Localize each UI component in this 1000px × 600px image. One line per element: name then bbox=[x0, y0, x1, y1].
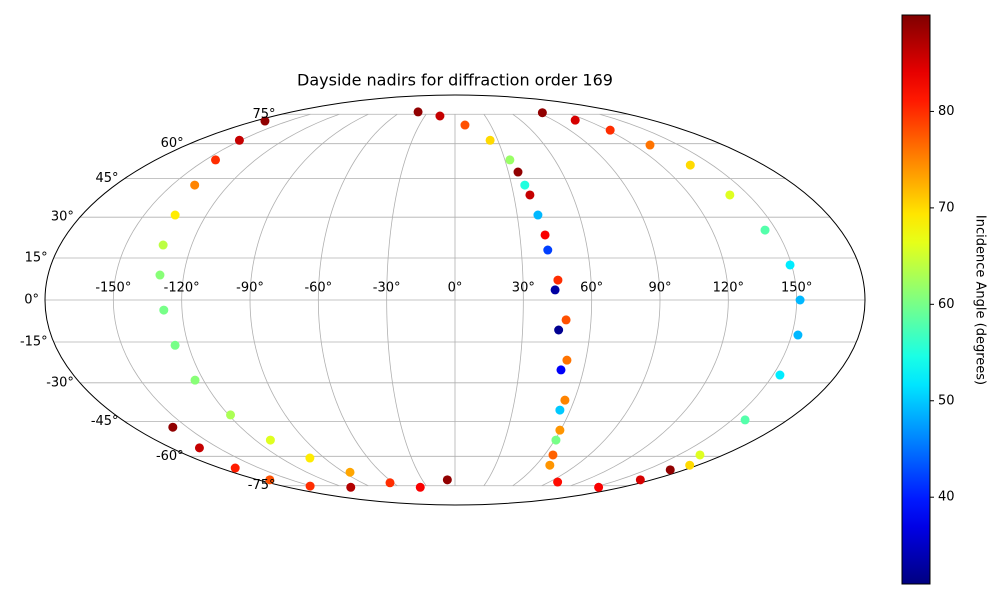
point bbox=[260, 116, 270, 126]
point bbox=[760, 225, 770, 235]
colorbar-tick-label: 60 bbox=[938, 297, 955, 312]
point bbox=[460, 120, 470, 130]
x-tick-label: -90° bbox=[236, 281, 264, 296]
point bbox=[543, 245, 553, 255]
point bbox=[505, 155, 515, 165]
point bbox=[685, 160, 695, 170]
point bbox=[550, 285, 560, 295]
point bbox=[570, 115, 580, 125]
point bbox=[540, 230, 550, 240]
y-tick-label: -45° bbox=[91, 414, 119, 429]
point bbox=[194, 443, 204, 453]
x-tick-label: 60° bbox=[580, 281, 603, 296]
colorbar-tick-label: 70 bbox=[938, 200, 955, 215]
point bbox=[234, 135, 244, 145]
point bbox=[170, 340, 180, 350]
y-tick-label: -30° bbox=[46, 375, 74, 390]
point bbox=[555, 425, 565, 435]
point bbox=[537, 108, 547, 118]
x-tick-label: 90° bbox=[648, 281, 671, 296]
point bbox=[168, 422, 178, 432]
point bbox=[605, 125, 615, 135]
point bbox=[211, 155, 221, 165]
colorbar-label: Incidence Angle (degrees) bbox=[973, 215, 988, 385]
map-boundary bbox=[44, 94, 866, 506]
point bbox=[265, 435, 275, 445]
x-tick-label: 150° bbox=[781, 281, 812, 296]
point bbox=[385, 478, 395, 488]
colorbar-tick-label: 50 bbox=[938, 393, 955, 408]
point bbox=[533, 210, 543, 220]
graticule bbox=[45, 113, 865, 487]
point bbox=[265, 475, 275, 485]
x-tick-label: 0° bbox=[448, 281, 463, 296]
point bbox=[548, 450, 558, 460]
point bbox=[230, 463, 240, 473]
point bbox=[513, 167, 523, 177]
point bbox=[520, 180, 530, 190]
point bbox=[305, 453, 315, 463]
point bbox=[170, 210, 180, 220]
point bbox=[158, 240, 168, 250]
point bbox=[155, 270, 165, 280]
point bbox=[556, 365, 566, 375]
y-tick-label: -15° bbox=[20, 334, 48, 349]
point bbox=[305, 481, 315, 491]
point bbox=[435, 111, 445, 121]
point bbox=[562, 355, 572, 365]
point bbox=[560, 395, 570, 405]
y-tick-label: 75° bbox=[252, 107, 275, 122]
x-tick-label: 120° bbox=[713, 281, 744, 296]
point bbox=[795, 295, 805, 305]
point bbox=[775, 370, 785, 380]
point bbox=[555, 405, 565, 415]
points bbox=[155, 107, 805, 492]
point bbox=[551, 435, 561, 445]
point bbox=[545, 460, 555, 470]
colorbar-tick-label: 80 bbox=[938, 104, 955, 119]
point bbox=[740, 415, 750, 425]
x-tick-label: -60° bbox=[304, 281, 332, 296]
y-tick-label: 45° bbox=[96, 171, 119, 186]
point bbox=[553, 275, 563, 285]
point bbox=[561, 315, 571, 325]
labels: -150° -120° -90° -60° -30° 0° 30° 60° 90° 120° 150… bbox=[20, 107, 812, 493]
x-tick-label: -120° bbox=[164, 281, 200, 296]
x-tick-label: 30° bbox=[512, 281, 535, 296]
point bbox=[159, 305, 169, 315]
y-tick-label: -60° bbox=[156, 449, 184, 464]
point bbox=[725, 190, 735, 200]
point bbox=[553, 477, 563, 487]
point bbox=[442, 475, 452, 485]
point bbox=[665, 465, 675, 475]
point bbox=[695, 450, 705, 460]
colorbar-tick-label: 40 bbox=[938, 490, 955, 505]
point bbox=[685, 460, 695, 470]
point bbox=[793, 330, 803, 340]
chart-title: Dayside nadirs for diffraction order 169 bbox=[297, 71, 613, 90]
point bbox=[554, 325, 564, 335]
point bbox=[645, 140, 655, 150]
point bbox=[485, 135, 495, 145]
point bbox=[226, 410, 236, 420]
point bbox=[415, 482, 425, 492]
y-tick-label: -75° bbox=[248, 478, 276, 493]
point bbox=[346, 482, 356, 492]
point bbox=[785, 260, 795, 270]
point bbox=[594, 482, 604, 492]
point bbox=[525, 190, 535, 200]
point bbox=[413, 107, 423, 117]
y-tick-label: 30° bbox=[51, 210, 74, 225]
x-tick-label: -30° bbox=[373, 281, 401, 296]
point bbox=[635, 475, 645, 485]
x-tick-label: -150° bbox=[95, 281, 131, 296]
colorbar bbox=[901, 14, 931, 585]
y-tick-label: 0° bbox=[24, 293, 39, 308]
y-tick-label: 15° bbox=[25, 251, 48, 266]
point bbox=[345, 467, 355, 477]
point bbox=[190, 375, 200, 385]
point bbox=[190, 180, 200, 190]
y-tick-label: 60° bbox=[161, 136, 184, 151]
